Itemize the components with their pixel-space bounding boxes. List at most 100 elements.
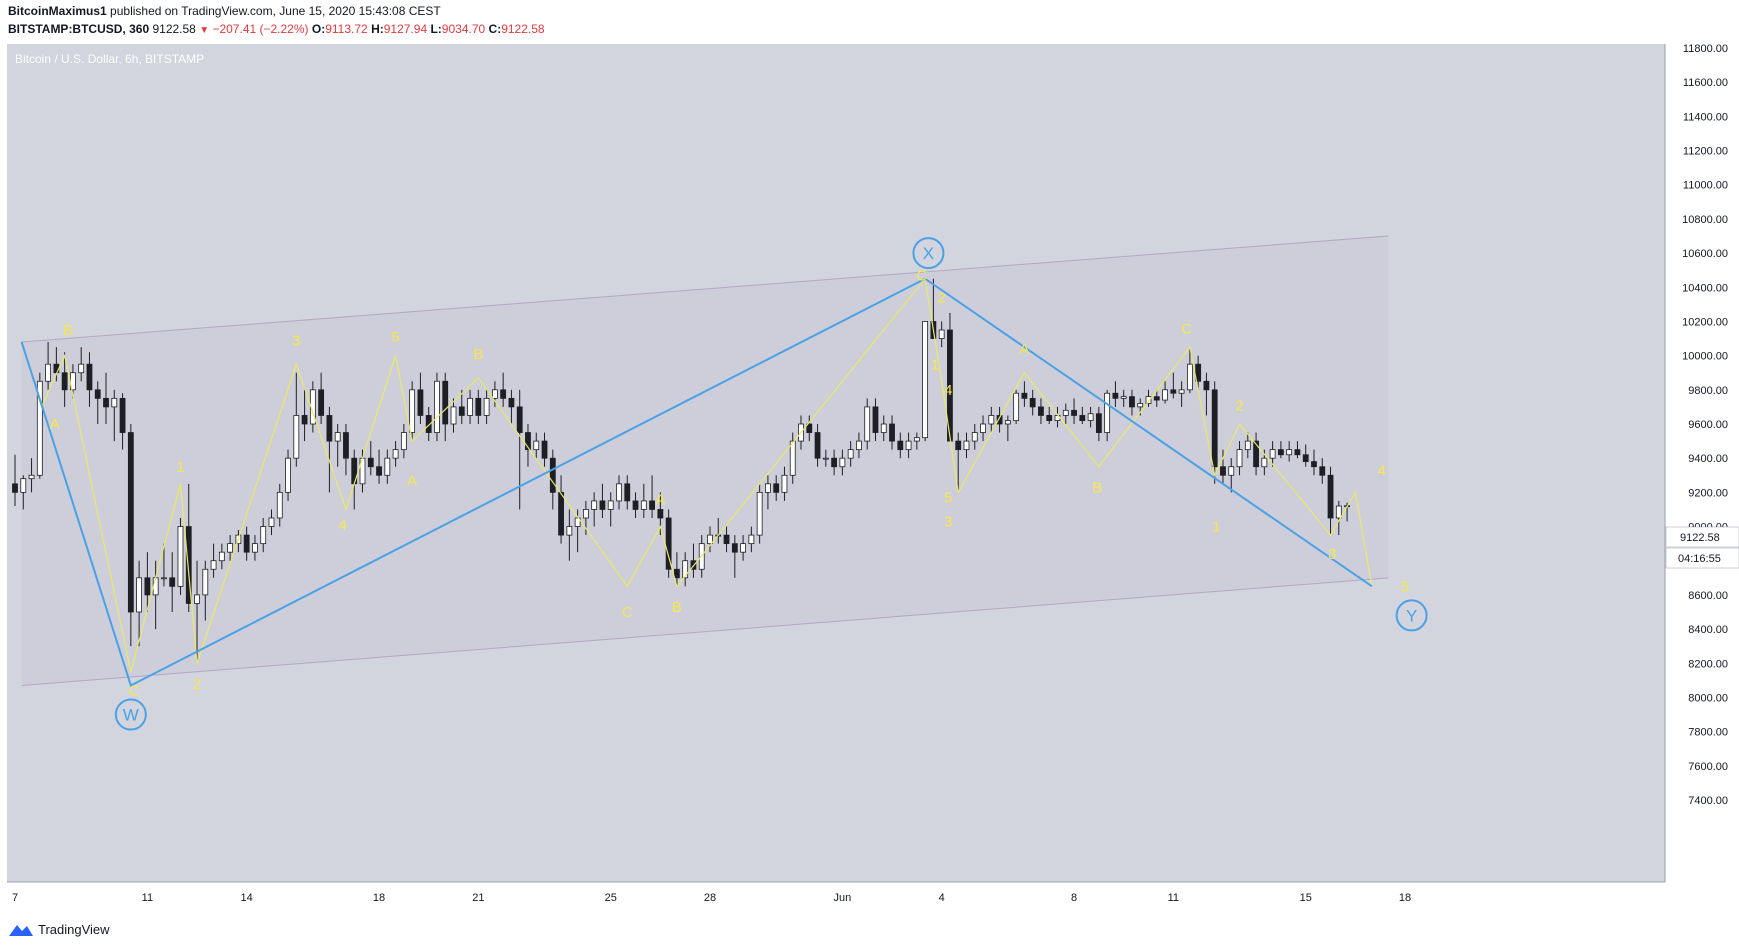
candle — [1029, 389, 1036, 416]
candle — [1195, 355, 1202, 390]
wave-label: 2 — [193, 676, 201, 693]
wave-circle-ring — [1395, 599, 1428, 632]
wxy-line — [20, 277, 1373, 687]
candle-body — [1129, 396, 1135, 408]
wave-label: 5 — [944, 490, 952, 507]
candle-body — [177, 526, 184, 587]
tradingview-footer[interactable]: TradingView — [8, 922, 110, 937]
price-tick-label: 10600.00 — [1682, 248, 1728, 260]
down-arrow-icon: ▼ — [199, 25, 210, 36]
candle-body — [773, 483, 780, 493]
candle — [773, 475, 780, 501]
time-tick-label: 14 — [241, 892, 253, 904]
candle-body — [781, 474, 788, 493]
published-text: published on TradingView.com, June 15, 2… — [110, 4, 441, 18]
price-tick-label: 11200.00 — [1683, 146, 1728, 158]
candle — [1311, 449, 1317, 476]
candle-body — [1104, 392, 1111, 433]
candle — [905, 432, 912, 459]
candle — [1046, 406, 1053, 424]
candle-body — [682, 560, 689, 579]
candle — [516, 389, 523, 510]
candle — [376, 449, 382, 484]
candle-body — [632, 500, 639, 510]
candle — [1104, 389, 1111, 442]
candle — [682, 552, 689, 587]
candle-body — [400, 432, 407, 451]
wave-label: B — [473, 346, 483, 363]
price-tick-label: 9200.00 — [1688, 487, 1728, 499]
time-tick-label: 15 — [1300, 892, 1312, 904]
candle — [740, 535, 746, 561]
author-name[interactable]: BitcoinMaximus1 — [8, 4, 107, 18]
candle — [748, 526, 755, 553]
candle-body — [831, 457, 838, 468]
symbol-line: BITSTAMP:BTCUSD, 360 9122.58 ▼ −207.41 (… — [8, 22, 545, 36]
candle — [1220, 449, 1226, 484]
candle-body — [417, 389, 424, 416]
candle — [1087, 406, 1094, 428]
candle-body — [285, 457, 291, 493]
tradingview-logo-icon — [9, 924, 33, 936]
wxy-circles-layer: W X Y — [114, 237, 1428, 731]
candle — [442, 372, 449, 442]
price-tick-label: 7600.00 — [1688, 761, 1728, 773]
channel-fill — [21, 236, 1389, 686]
candle-body — [1335, 505, 1342, 519]
candle-body — [1095, 413, 1102, 433]
candle-body — [872, 406, 879, 433]
candle-body — [268, 517, 275, 527]
wave-label: C — [129, 683, 140, 700]
close-value: 9122.58 — [501, 22, 545, 36]
candle — [1286, 441, 1293, 462]
candle — [872, 398, 879, 442]
candle — [1244, 432, 1251, 459]
candle-body — [1029, 397, 1036, 408]
candle — [28, 458, 35, 493]
candle-body — [558, 491, 564, 536]
candle-body — [1062, 409, 1069, 416]
candle — [847, 441, 854, 467]
wave-label: A — [655, 491, 665, 508]
candle — [789, 432, 796, 484]
candle-body — [541, 440, 548, 459]
candle-body — [28, 474, 35, 480]
candle — [1186, 347, 1193, 394]
open-value: 9113.72 — [325, 22, 368, 36]
candle-body — [822, 457, 829, 460]
candle — [45, 341, 51, 390]
candle — [674, 552, 680, 587]
time-tick-label: 4 — [939, 892, 945, 904]
candle-body — [1013, 392, 1020, 421]
wave-label: 1 — [176, 459, 184, 476]
high-label: H: — [371, 22, 384, 36]
candle — [417, 372, 424, 424]
wave-label: C — [916, 267, 927, 284]
candle — [243, 526, 250, 561]
candle-body — [367, 457, 374, 468]
wave-label: 1 — [931, 356, 939, 373]
candle — [525, 424, 531, 467]
candle — [913, 432, 920, 450]
candle — [971, 424, 978, 450]
candle-body — [392, 449, 399, 459]
candle-body — [640, 500, 647, 510]
candle-body — [549, 457, 556, 493]
price-tick-label: 10800.00 — [1682, 214, 1728, 226]
low-label: L: — [430, 22, 442, 36]
candle-body — [1145, 396, 1152, 404]
candle-body — [889, 423, 895, 442]
candle — [392, 441, 399, 467]
candle-body — [723, 534, 730, 545]
candle-body — [185, 526, 192, 604]
candle-body — [1186, 363, 1193, 391]
candle-body — [955, 440, 962, 451]
candle — [1145, 389, 1152, 407]
candle-body — [136, 577, 143, 613]
candle-body — [483, 397, 490, 416]
candle-body — [45, 363, 51, 382]
candle — [94, 381, 101, 424]
candle — [1120, 389, 1127, 407]
candle-body — [1253, 440, 1259, 468]
